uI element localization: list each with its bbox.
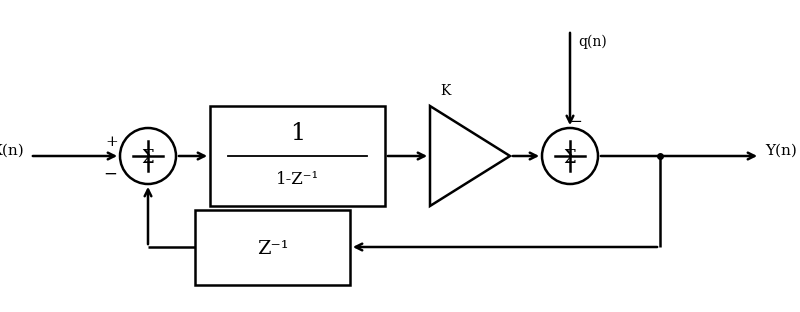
Text: Σ: Σ bbox=[564, 149, 576, 167]
Text: K: K bbox=[440, 84, 450, 98]
Text: +: + bbox=[106, 135, 118, 149]
Text: Σ: Σ bbox=[142, 149, 154, 167]
FancyBboxPatch shape bbox=[195, 210, 350, 285]
Text: −: − bbox=[570, 115, 582, 129]
Text: 1-Z⁻¹: 1-Z⁻¹ bbox=[276, 172, 319, 188]
Text: Y(n): Y(n) bbox=[765, 144, 797, 158]
Text: X(n): X(n) bbox=[0, 144, 25, 158]
Text: −: − bbox=[103, 165, 117, 183]
FancyBboxPatch shape bbox=[210, 106, 385, 206]
Text: 1: 1 bbox=[290, 123, 305, 145]
Text: Z⁻¹: Z⁻¹ bbox=[257, 241, 288, 259]
Text: q(n): q(n) bbox=[578, 35, 606, 49]
